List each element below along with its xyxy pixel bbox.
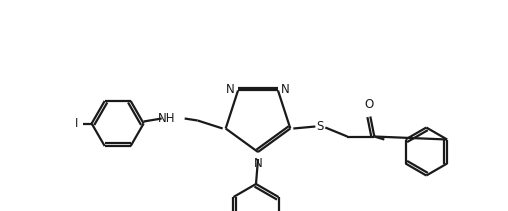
Text: I: I <box>75 117 79 130</box>
Text: O: O <box>365 97 374 111</box>
Text: NH: NH <box>158 112 176 125</box>
Text: N: N <box>226 83 235 96</box>
Text: N: N <box>253 157 262 170</box>
Text: N: N <box>281 83 290 96</box>
Text: S: S <box>316 120 324 133</box>
